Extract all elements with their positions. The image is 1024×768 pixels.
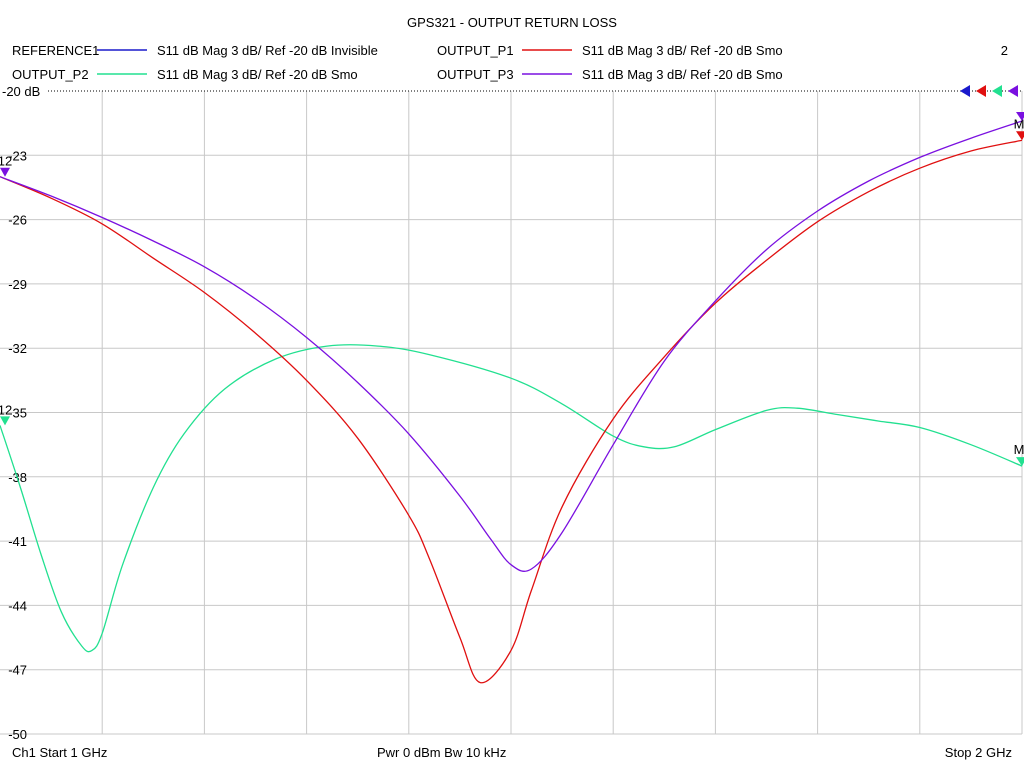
chart-title: GPS321 - OUTPUT RETURN LOSS	[407, 15, 617, 30]
marker-triangle	[1016, 457, 1024, 467]
markers: M M 12 12	[0, 85, 1024, 467]
legend-desc: S11 dB Mag 3 dB/ Ref -20 dB Smo	[157, 67, 358, 82]
marker-label: M	[1014, 116, 1024, 131]
marker-triangle	[1016, 131, 1024, 141]
y-tick-label: -44	[8, 598, 27, 613]
y-axis-ticks: -20 dB-23-26-29-32-35-38-41-44-47-50	[2, 84, 40, 742]
marker-triangle	[1016, 112, 1024, 122]
legend-desc: S11 dB Mag 3 dB/ Ref -20 dB Smo	[582, 43, 783, 58]
grid	[0, 90, 1023, 735]
trace-output-p1	[0, 139, 1023, 684]
left-marker-label: 12	[0, 402, 12, 417]
y-tick-label: -41	[8, 534, 27, 549]
legend-desc: S11 dB Mag 3 dB/ Ref -20 dB Invisible	[157, 43, 378, 58]
reference-arrow	[992, 85, 1002, 97]
legend-desc: S11 dB Mag 3 dB/ Ref -20 dB Smo	[582, 67, 783, 82]
y-tick-label: -29	[8, 277, 27, 292]
marker-label: M	[1014, 442, 1024, 457]
y-tick-label: -47	[8, 663, 27, 678]
y-tick-label: -20 dB	[2, 84, 40, 99]
y-tick-label: -26	[8, 213, 27, 228]
legend-name: OUTPUT_P1	[437, 43, 514, 58]
legend: REFERENCE1 S11 dB Mag 3 dB/ Ref -20 dB In…	[12, 43, 1008, 82]
left-marker-label: 12	[0, 154, 12, 169]
footer: Ch1 Start 1 GHz Pwr 0 dBm Bw 10 kHz Stop 2…	[12, 745, 1012, 760]
legend-name: OUTPUT_P3	[437, 67, 514, 82]
footer-start: Ch1 Start 1 GHz	[12, 745, 107, 760]
traces	[0, 120, 1023, 684]
y-tick-label: -50	[8, 727, 27, 742]
footer-power-bandwidth: Pwr 0 dBm Bw 10 kHz	[377, 745, 506, 760]
legend-number: 2	[1001, 43, 1008, 58]
y-tick-label: -32	[8, 341, 27, 356]
reference-arrow	[976, 85, 986, 97]
left-marker-triangle	[0, 167, 10, 177]
reference-arrow	[1008, 85, 1018, 97]
legend-name: REFERENCE1	[12, 43, 99, 58]
reference-arrow	[960, 85, 970, 97]
left-marker-triangle	[0, 416, 10, 426]
legend-name: OUTPUT_P2	[12, 67, 89, 82]
y-tick-label: -23	[8, 148, 27, 163]
trace-output-p2	[0, 344, 1023, 653]
footer-stop: Stop 2 GHz	[945, 745, 1012, 760]
trace-output-p3	[0, 120, 1023, 572]
y-tick-label: -35	[8, 406, 27, 421]
